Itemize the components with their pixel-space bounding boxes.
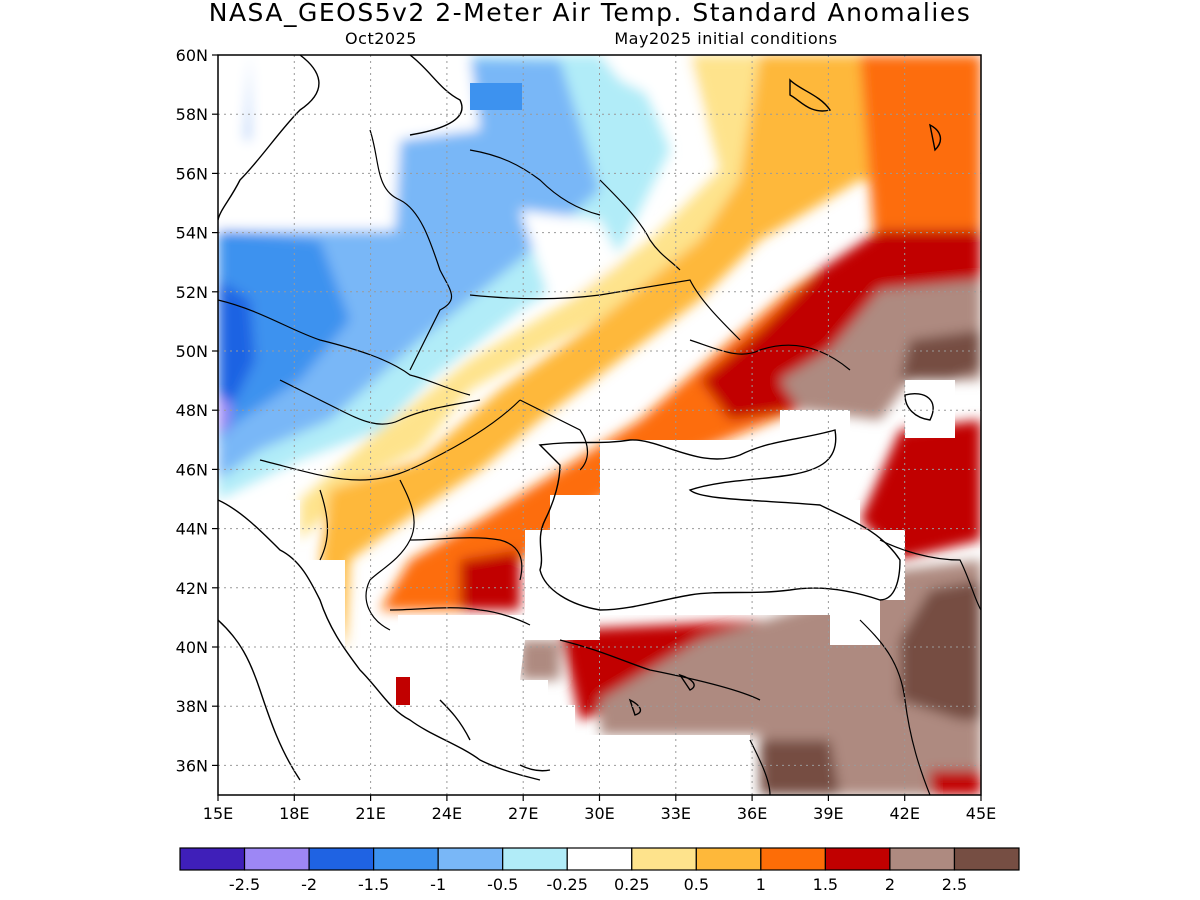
x-tick-label-39E: 39E	[813, 804, 843, 823]
colorbar-swatch-4	[373, 847, 439, 871]
country-borders	[218, 129, 981, 795]
colorbar-label-9: 1	[756, 875, 766, 894]
y-tick-label-54N: 54N	[176, 224, 208, 243]
colorbar-label-4: -1	[430, 875, 446, 894]
coastlines	[218, 55, 942, 781]
colorbar-swatches	[179, 847, 1020, 871]
x-tick-label-36E: 36E	[737, 804, 767, 823]
colorbar-swatch-6	[502, 847, 568, 871]
x-tick-label-15E: 15E	[203, 804, 233, 823]
colorbar-swatch-13	[953, 847, 1020, 871]
y-tick-label-44N: 44N	[176, 520, 208, 539]
figure-title: NASA_GEOS5v2 2-Meter Air Temp. Standard …	[209, 0, 971, 27]
y-tick-label-42N: 42N	[176, 579, 208, 598]
axis-ticks	[212, 54, 982, 801]
x-tick-label-21E: 21E	[355, 804, 385, 823]
y-tick-label-38N: 38N	[176, 697, 208, 716]
y-tick-label-60N: 60N	[176, 46, 208, 65]
y-tick-label-40N: 40N	[176, 638, 208, 657]
colorbar-swatch-1	[179, 847, 246, 871]
colorbar-labels: -2.5 -2 -1.5 -1 -0.5 -0.25 0.25 0.5 1 1.5 2 2.5	[229, 875, 967, 894]
x-tick-label-45E: 45E	[966, 804, 996, 823]
latitude-axis: 36N 38N 40N 42N 44N 46N 48N 50N 52N 54N 56N 58N 60N	[176, 46, 208, 775]
x-tick-label-30E: 30E	[584, 804, 614, 823]
anomaly-field	[218, 55, 981, 795]
map-panel: 15E 18E 21E 24E 27E 30E 33E 36E 39E 42E 45E 36N 38N…	[176, 46, 997, 823]
colorbar-swatch-3	[308, 847, 375, 871]
colorbar-swatch-9	[695, 847, 762, 871]
colorbar-label-3: -1.5	[358, 875, 389, 894]
x-tick-label-18E: 18E	[279, 804, 309, 823]
colorbar-label-12: 2.5	[942, 875, 967, 894]
y-tick-label-58N: 58N	[176, 105, 208, 124]
colorbar-label-1: -2.5	[229, 875, 260, 894]
colorbar-swatch-2	[243, 847, 310, 871]
x-tick-label-42E: 42E	[889, 804, 919, 823]
y-tick-label-48N: 48N	[176, 401, 208, 420]
colorbar-label-11: 2	[885, 875, 895, 894]
colorbar-swatch-12	[889, 847, 956, 871]
colorbar-swatch-8	[631, 847, 697, 871]
colorbar-swatch-10	[760, 847, 826, 871]
y-tick-label-36N: 36N	[176, 756, 208, 775]
colorbar-label-5: -0.5	[487, 875, 518, 894]
initial-conditions: May2025 initial conditions	[614, 29, 837, 48]
longitude-axis: 15E 18E 21E 24E 27E 30E 33E 36E 39E 42E 45E	[203, 804, 996, 823]
x-tick-label-24E: 24E	[432, 804, 462, 823]
colorbar-label-8: 0.5	[684, 875, 709, 894]
colorbar-label-2: -2	[301, 875, 317, 894]
colorbar-label-7: 0.25	[614, 875, 650, 894]
y-tick-label-52N: 52N	[176, 283, 208, 302]
colorbar-swatch-7	[566, 847, 633, 871]
y-tick-label-46N: 46N	[176, 460, 208, 479]
colorbar: -2.5 -2 -1.5 -1 -0.5 -0.25 0.25 0.5 1 1.5 2 2.5	[179, 847, 1020, 894]
graticule	[218, 55, 981, 795]
x-tick-label-33E: 33E	[661, 804, 691, 823]
y-tick-label-56N: 56N	[176, 164, 208, 183]
colorbar-label-6: -0.25	[547, 875, 588, 894]
colorbar-swatch-11	[824, 847, 891, 871]
x-tick-label-27E: 27E	[508, 804, 538, 823]
forecast-month: Oct2025	[345, 29, 417, 48]
y-tick-label-50N: 50N	[176, 342, 208, 361]
colorbar-label-10: 1.5	[813, 875, 838, 894]
colorbar-swatch-5	[437, 847, 504, 871]
